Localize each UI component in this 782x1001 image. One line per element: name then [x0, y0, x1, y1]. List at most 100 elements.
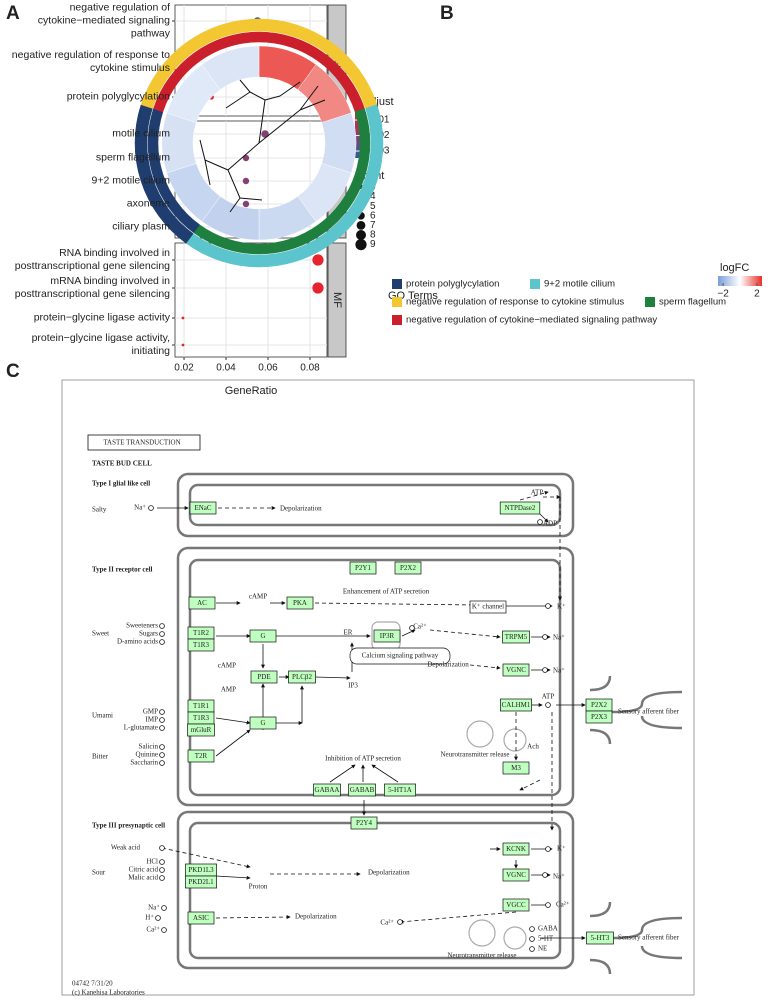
arrow: [215, 915, 291, 920]
size-label: 7: [370, 220, 376, 231]
facet-strip-label: MF: [331, 292, 343, 308]
arrow: [401, 629, 416, 637]
pathway-label: HCl: [146, 858, 158, 866]
gene-box: [187, 723, 215, 737]
port: [159, 845, 165, 851]
gene-label: P2Y1: [355, 564, 371, 572]
colorbar-label: 2: [754, 289, 760, 300]
pathway-label: Neurotransmitter release: [448, 952, 517, 960]
port: [542, 634, 548, 640]
gene-box: [384, 783, 416, 797]
port: [159, 623, 165, 629]
pathway-label: Inhibition of ATP secretion: [325, 755, 401, 763]
x-tick-label: 0.06: [258, 363, 278, 374]
x-tick-label: 0.04: [216, 363, 236, 374]
pathway-label: K⁺: [557, 845, 566, 853]
gene-label: GABAA: [315, 786, 340, 794]
pathway-label: Proton: [249, 883, 268, 891]
pathway-label: AMP: [221, 686, 236, 694]
y-tick-label: negative regulation of cytokine−mediated…: [37, 1, 170, 40]
y-tick-label: protein−glycine ligase activity: [33, 311, 170, 324]
pathway-label: (c) Kanehisa Laboratories: [72, 989, 145, 997]
gene-box: [249, 716, 277, 730]
pathway-label: Bitter: [92, 753, 109, 761]
pathway-label: Na⁺: [148, 904, 160, 912]
gene-box: [185, 875, 217, 889]
gene-label: PKD2L1: [188, 878, 214, 886]
port: [159, 875, 165, 881]
port: [155, 915, 161, 921]
size-label: 9: [370, 239, 376, 250]
arrow: [314, 675, 351, 680]
pathway-label: K⁺ channel: [472, 603, 504, 611]
port: [159, 709, 165, 715]
pathway-label: Type III presynaptic cell: [92, 822, 165, 830]
gene-box: [502, 898, 530, 912]
pathway-label: Na⁺: [553, 873, 565, 881]
legend-label: negative regulation of response to cytok…: [406, 297, 624, 308]
dendrogram: [199, 79, 326, 213]
gene-label: VGNC: [506, 871, 526, 879]
x-axis-title: GeneRatio: [225, 385, 278, 397]
pathway-label: Depolarization: [280, 505, 322, 513]
gene-box: [187, 638, 215, 652]
gene-box: [189, 501, 217, 515]
port: [161, 927, 167, 933]
pathway-label: Ca²⁺: [146, 926, 160, 934]
pathway-label: Quinine: [135, 751, 158, 759]
gene-box: [288, 670, 316, 684]
pathway-label: Na⁺: [553, 667, 565, 675]
pathway-label: Sensory afferent fiber: [618, 708, 680, 716]
pathway-label: ATP: [542, 693, 555, 701]
gene-label: ASIC: [193, 914, 209, 922]
gene-box: [187, 911, 215, 925]
dot: [312, 254, 324, 266]
legend-label: negative regulation of cytokine−mediated…: [406, 315, 657, 326]
channel-box: [469, 600, 507, 614]
gene-label: PKD1L3: [188, 866, 214, 874]
port: [529, 926, 535, 932]
y-tick-label: protein polyglycylation: [66, 90, 170, 103]
gene-box: [394, 561, 422, 575]
pathway-label: 5-HT: [538, 935, 554, 943]
size-key: [356, 221, 366, 230]
y-tick-label: motile cilium: [112, 127, 170, 140]
x-tick-label: 0.08: [300, 363, 320, 374]
pathway-label: NE: [538, 945, 547, 953]
port: [159, 639, 165, 645]
port: [159, 717, 165, 723]
panel-label: A: [6, 3, 20, 24]
size-label: 8: [370, 230, 376, 241]
legend-swatch: [392, 297, 402, 307]
gene-label: P2X2: [400, 564, 416, 572]
pathway-label: cAMP: [249, 593, 267, 601]
port: [148, 505, 154, 511]
gene-label: M3: [511, 764, 521, 772]
heatmap-cell: [201, 45, 260, 90]
panel-label: C: [6, 361, 20, 382]
pathway-label: H⁺: [145, 914, 154, 922]
port: [537, 519, 543, 525]
title-box: [87, 434, 201, 451]
pathway-label: Type II receptor cell: [92, 566, 153, 574]
colorbar-title: logFC: [720, 262, 749, 274]
arrow: [399, 911, 517, 924]
port: [397, 919, 403, 925]
gene-label: mGluR: [191, 726, 212, 734]
y-tick-label: RNA binding involved in posttranscriptio…: [14, 247, 170, 272]
pathway-label: Salicin: [139, 743, 159, 751]
arrow: [539, 513, 549, 523]
pathway-label: IP3: [348, 682, 358, 690]
arrow: [469, 664, 501, 670]
port: [542, 667, 548, 673]
dot: [181, 316, 185, 320]
y-tick-label: mRNA binding involved in posttranscripti…: [14, 275, 170, 300]
x-tick-label: 0.02: [174, 363, 194, 374]
inner-ring-sector: [147, 108, 164, 178]
port: [159, 744, 165, 750]
gene-label: 5-HT3: [591, 934, 610, 942]
gene-box: [313, 783, 341, 797]
colorbar: [718, 276, 762, 286]
panel-label: B: [440, 3, 454, 24]
